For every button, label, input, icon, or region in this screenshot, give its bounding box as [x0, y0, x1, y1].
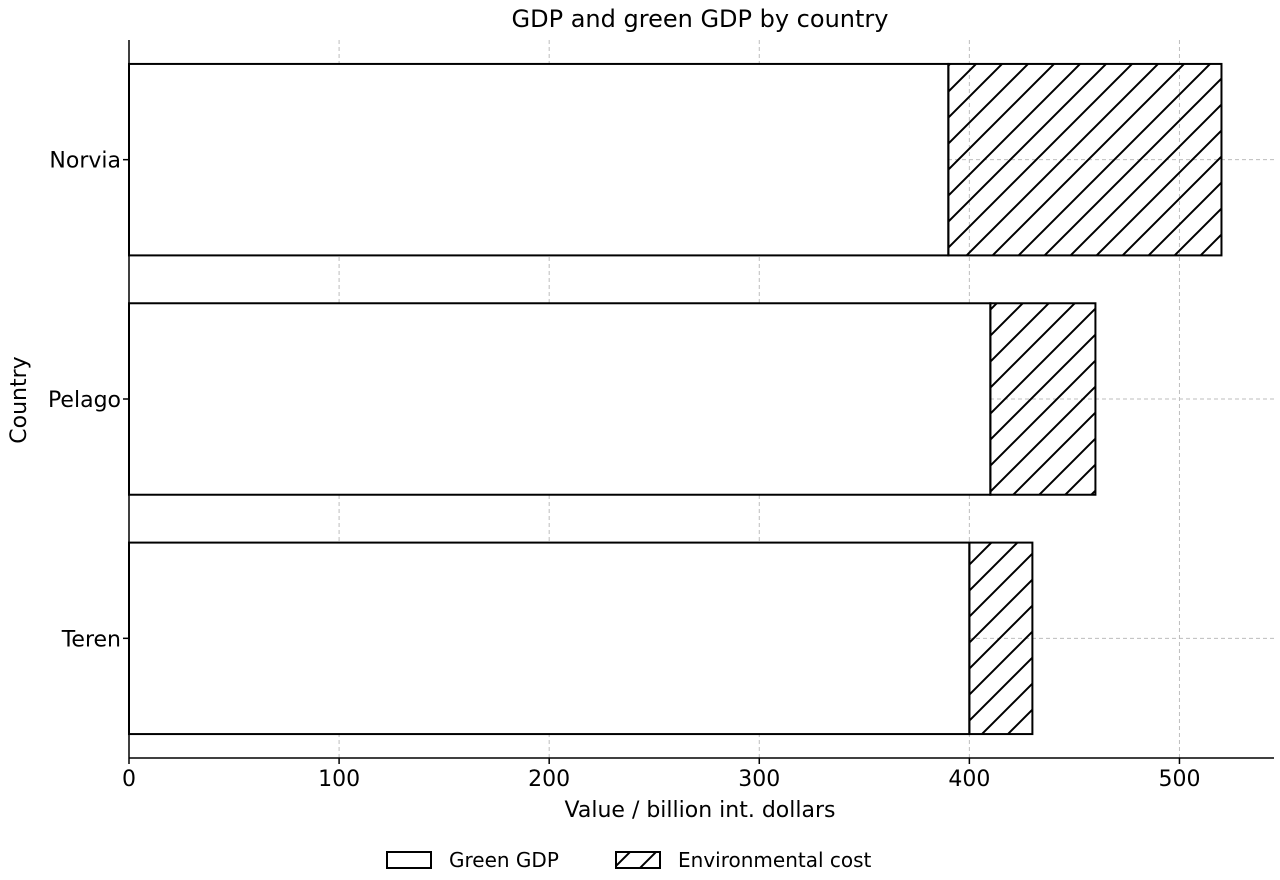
legend: Green GDP Environmental cost [386, 848, 872, 872]
x-tick-label: 100 [318, 767, 360, 792]
bar-environmental-cost [968, 541, 1034, 736]
bar-green-gdp [128, 62, 950, 257]
x-axis-label: Value / billion int. dollars [565, 798, 836, 823]
y-axis-label: Country [7, 356, 32, 443]
x-tick-label: 0 [122, 767, 136, 792]
y-tick-label: Teren [61, 627, 121, 652]
y-tick-label: Norvia [49, 149, 121, 174]
bar-environmental-cost [989, 302, 1097, 496]
bar-environmental-cost [947, 62, 1223, 257]
x-tick-label: 300 [738, 767, 780, 792]
x-tick-label: 500 [1158, 767, 1200, 792]
legend-label-environmental-cost: Environmental cost [678, 848, 872, 872]
y-ticks: Norvia Pelago Teren [48, 149, 129, 652]
bar-green-gdp [128, 302, 992, 496]
legend-label-green-gdp: Green GDP [449, 848, 559, 872]
y-tick-label: Pelago [48, 388, 121, 413]
legend-swatch-environmental-cost [615, 851, 661, 869]
bar-green-gdp [128, 541, 971, 736]
x-tick-label: 400 [948, 767, 990, 792]
bars-layer [128, 62, 1223, 736]
legend-swatch-green-gdp [386, 851, 432, 869]
x-tick-label: 200 [528, 767, 570, 792]
x-ticks: 0 100 200 300 400 500 [122, 758, 1200, 792]
chart-title: GDP and green GDP by country [512, 5, 889, 33]
